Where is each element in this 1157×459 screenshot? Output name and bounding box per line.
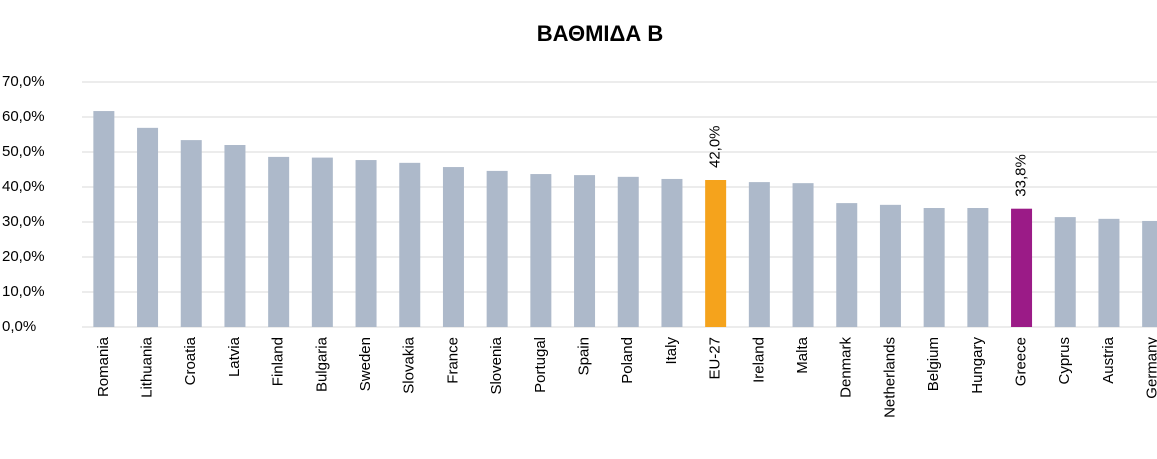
bar [180, 140, 202, 327]
x-tick-label: Latvia [226, 336, 243, 377]
bar [1054, 217, 1076, 327]
bar [748, 182, 770, 327]
x-tick-label: Slovenia [488, 336, 505, 394]
bar [311, 157, 333, 327]
x-tick-label: Italy [663, 337, 680, 365]
data-label: 33,8% [1013, 154, 1030, 197]
bar [705, 180, 727, 327]
bar [268, 156, 290, 327]
x-tick-label: Finland [270, 337, 287, 386]
bar [967, 208, 989, 327]
bar [1098, 218, 1120, 327]
x-tick-label: Poland [619, 337, 636, 384]
y-tick-label: 10,0% [2, 283, 45, 300]
bar [486, 170, 508, 327]
x-tick-label: Romania [95, 336, 112, 397]
bar [137, 127, 159, 327]
chart-title: ΒΑΘΜΙΔΑ Β [537, 21, 663, 46]
y-tick-label: 40,0% [2, 178, 45, 195]
x-tick-label: France [444, 337, 461, 384]
data-label: 42,0% [707, 125, 724, 168]
x-tick-label: EU-27 [707, 337, 724, 380]
bar [530, 174, 552, 327]
x-tick-label: Belgium [925, 337, 942, 391]
bar [442, 167, 464, 327]
x-tick-label: Denmark [838, 337, 855, 398]
bar [355, 160, 377, 327]
x-tick-label: Cyprus [1056, 337, 1073, 385]
bar [617, 176, 639, 327]
x-tick-label: Croatia [182, 336, 199, 385]
x-tick-label: Ireland [750, 337, 767, 383]
bar [661, 178, 683, 327]
x-tick-label: Netherlands [881, 337, 898, 418]
x-tick-label: Malta [794, 336, 811, 373]
bar [879, 204, 901, 327]
bar [93, 111, 115, 327]
bar [399, 162, 421, 327]
bar [792, 183, 814, 327]
x-tick-label: Slovakia [401, 336, 418, 393]
y-tick-label: 20,0% [2, 248, 45, 265]
x-tick-label: Germany [1144, 337, 1157, 399]
x-tick-label: Spain [576, 337, 593, 375]
x-tick-label: Hungary [969, 337, 986, 394]
y-tick-label: 70,0% [2, 73, 45, 90]
y-tick-label: 50,0% [2, 143, 45, 160]
bar [224, 145, 246, 327]
bar [574, 175, 596, 327]
bar [836, 203, 858, 327]
y-tick-label: 0,0% [2, 318, 36, 335]
x-tick-label: Austria [1100, 336, 1117, 383]
x-tick-label: Sweden [357, 337, 374, 391]
x-tick-label: Lithuania [139, 336, 156, 398]
x-tick-label: Bulgaria [313, 336, 330, 392]
y-tick-label: 60,0% [2, 108, 45, 125]
bar [1011, 208, 1033, 327]
bar [923, 208, 945, 327]
x-tick-label: Portugal [532, 337, 549, 393]
bar [1142, 220, 1157, 327]
y-tick-label: 30,0% [2, 213, 45, 230]
x-tick-label: Greece [1013, 337, 1030, 386]
